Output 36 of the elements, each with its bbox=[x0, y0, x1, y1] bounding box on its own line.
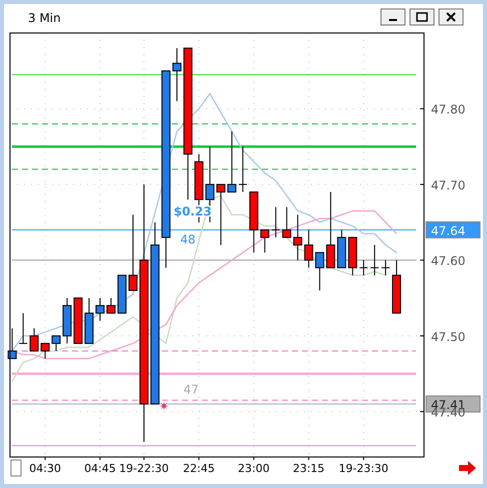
candlestick bbox=[304, 229, 314, 268]
x-tick-label: 22:45 bbox=[183, 462, 215, 475]
annotation: 48 bbox=[180, 232, 196, 247]
y-tick-label: 47.50 bbox=[431, 330, 466, 344]
candlestick bbox=[238, 146, 247, 192]
candlestick bbox=[96, 298, 105, 322]
y-tick-label: 47.70 bbox=[431, 178, 466, 192]
candlestick bbox=[40, 342, 50, 360]
y-tick-label: 47.80 bbox=[431, 102, 466, 117]
chart-title: 3 Min bbox=[28, 11, 61, 25]
x-tick-label: 04:45 bbox=[84, 462, 116, 475]
candlestick bbox=[382, 260, 390, 276]
x-tick-label: 19-23:30 bbox=[338, 462, 388, 475]
candlestick bbox=[172, 48, 182, 102]
candlestick bbox=[216, 184, 226, 246]
candlestick bbox=[370, 244, 379, 276]
x-tick-label: 23:15 bbox=[292, 462, 325, 475]
x-tick-label: 23:00 bbox=[238, 462, 270, 475]
candlestick bbox=[315, 252, 324, 291]
candlestick bbox=[19, 312, 28, 344]
candlestick bbox=[293, 214, 302, 261]
candlestick bbox=[52, 335, 61, 352]
candlestick bbox=[227, 130, 236, 192]
candlestick bbox=[106, 298, 116, 314]
candlestick bbox=[260, 229, 270, 254]
candlestick bbox=[30, 328, 39, 352]
candlestick bbox=[326, 192, 336, 268]
candlestick bbox=[128, 214, 138, 291]
annotation: 47 bbox=[184, 382, 199, 396]
y-tick-label: 47.60 bbox=[431, 254, 466, 268]
candlestick bbox=[272, 206, 280, 238]
x-tick-label: 04:30 bbox=[29, 462, 61, 475]
candlestick bbox=[360, 260, 368, 276]
x-tick-label: 19-22:30 bbox=[119, 462, 169, 475]
ref-line-label: 47.64 bbox=[431, 224, 466, 238]
candlestick bbox=[282, 206, 292, 238]
